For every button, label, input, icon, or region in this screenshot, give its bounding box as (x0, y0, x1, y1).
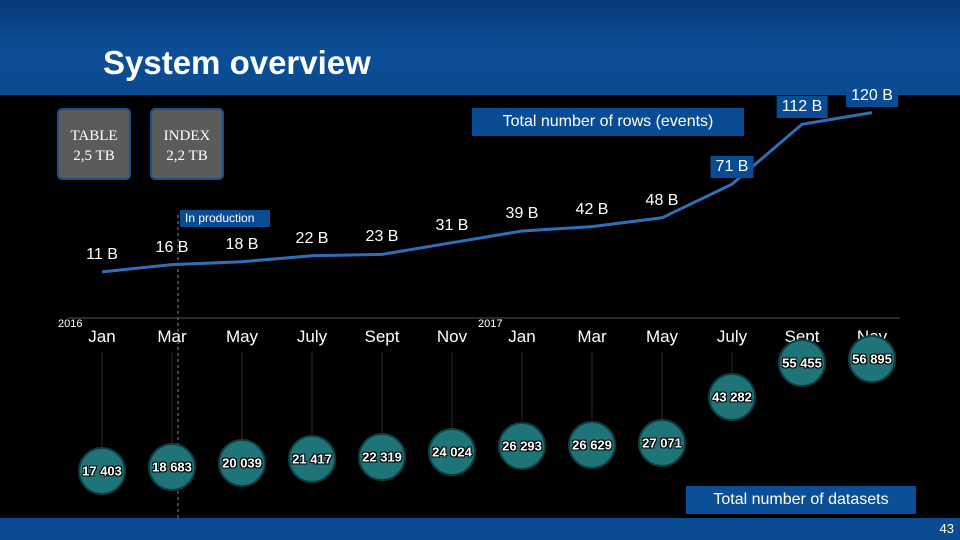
dataset-point (568, 420, 616, 469)
row-value-label: 31 B (435, 216, 469, 234)
year-label-2017: 2017 (478, 318, 503, 330)
table-size-label: TABLE (70, 128, 118, 144)
row-value-label: 39 B (505, 205, 539, 222)
dataset-point (288, 435, 336, 484)
month-label: Mar (157, 327, 187, 346)
dataset-value-label: 18 683 (152, 459, 192, 475)
row-value-label: 11 B (86, 245, 118, 263)
dataset-point (498, 421, 546, 470)
row-value-label: 48 B (645, 191, 679, 209)
header-bar: System overview (0, 0, 960, 95)
row-value-label: 23 B (365, 228, 399, 246)
dataset-point (148, 443, 196, 492)
dataset-value-label: 43 282 (712, 389, 752, 405)
month-label: July (716, 327, 748, 346)
dataset-value-label: 22 319 (362, 449, 402, 465)
dataset-value-label: 24 024 (432, 444, 472, 460)
row-value-label: 42 B (575, 200, 609, 218)
row-value-label: 22 B (295, 229, 329, 247)
month-label: Sept (364, 327, 400, 346)
month-label: May (225, 327, 259, 346)
dataset-point (218, 439, 266, 488)
index-size-box: INDEX 2,2 TB (150, 108, 224, 180)
page-number: 43 (939, 521, 954, 536)
dataset-value-label: 17 403 (82, 463, 122, 479)
dataset-point (78, 446, 126, 495)
dataset-point (428, 427, 476, 476)
dataset-point (358, 432, 406, 481)
month-label: Mar (577, 327, 607, 346)
dataset-value-label: 20 039 (222, 455, 262, 471)
row-value-label: 120 B (846, 84, 898, 107)
dataset-value-label: 26 629 (572, 437, 612, 453)
year-label-2016: 2016 (58, 318, 83, 330)
month-label: July (296, 327, 328, 346)
month-label: Jan (508, 327, 536, 346)
dataset-point (638, 419, 686, 468)
datasets-chart-title: Total number of datasets (686, 486, 916, 514)
table-size-value: 2,5 TB (73, 148, 115, 164)
month-label: May (645, 327, 679, 346)
dataset-value-label: 21 417 (292, 451, 332, 467)
row-value-label: 71 B (710, 156, 754, 179)
dataset-point (848, 334, 896, 383)
month-label: Nov (436, 327, 468, 346)
in-production-label: In production (180, 210, 270, 227)
month-label: Jan (88, 327, 116, 346)
index-size-value: 2,2 TB (166, 148, 208, 164)
rows-chart-title: Total number of rows (events) (472, 108, 744, 136)
dataset-point (778, 338, 826, 387)
rows-series-line (101, 111, 873, 274)
dataset-value-label: 26 293 (502, 438, 542, 453)
dataset-point (708, 373, 756, 422)
footer-bar: 43 (0, 518, 960, 540)
index-size-label: INDEX (163, 128, 211, 144)
row-value-label: 112 B (776, 96, 828, 119)
row-value-label: 18 B (225, 235, 259, 253)
row-value-label: 16 B (155, 238, 189, 256)
page-title: System overview (103, 44, 371, 81)
table-size-box: TABLE 2,5 TB (57, 108, 131, 180)
dataset-value-label: 55 455 (782, 355, 822, 371)
dataset-value-label: 27 071 (642, 435, 682, 451)
dataset-value-label: 56 895 (852, 351, 892, 367)
